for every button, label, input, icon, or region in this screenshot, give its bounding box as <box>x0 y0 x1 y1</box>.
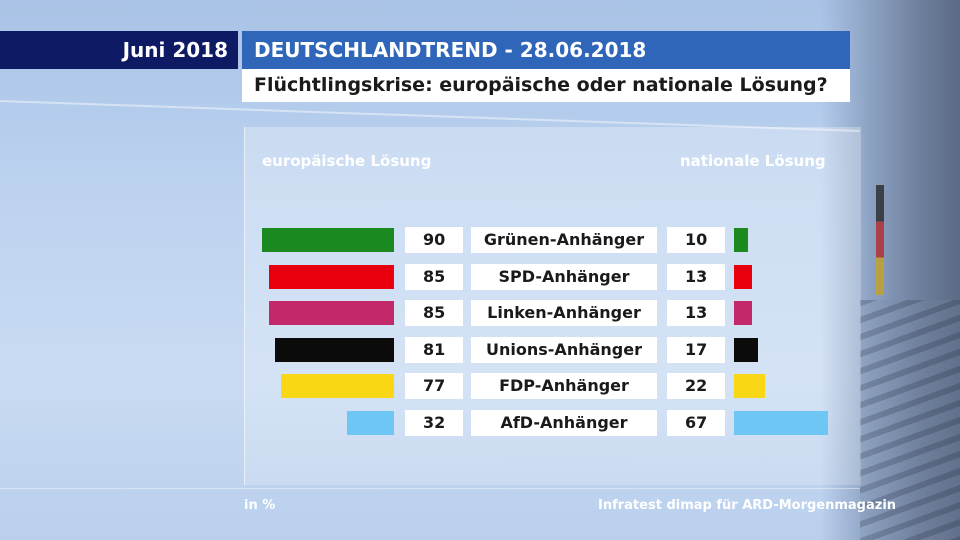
category-label: SPD-Anhänger <box>471 264 657 290</box>
bar-national <box>734 265 752 289</box>
bar-european <box>281 374 394 398</box>
value-european: 81 <box>405 337 463 363</box>
value-national: 22 <box>667 373 725 399</box>
page-title: DEUTSCHLANDTREND - 28.06.2018 <box>242 31 850 69</box>
source-note: Infratest dimap für ARD-Morgenmagazin <box>598 498 897 513</box>
value-european: 77 <box>405 373 463 399</box>
value-european: 32 <box>405 410 463 436</box>
value-european: 90 <box>405 227 463 253</box>
unit-note: in % <box>244 498 276 513</box>
bar-european <box>262 228 394 252</box>
value-national: 67 <box>667 410 725 436</box>
value-european: 85 <box>405 264 463 290</box>
date-label: Juni 2018 <box>0 31 238 69</box>
category-label: Grünen-Anhänger <box>471 227 657 253</box>
background-photo-area <box>820 0 960 540</box>
value-european: 85 <box>405 300 463 326</box>
category-label: FDP-Anhänger <box>471 373 657 399</box>
bar-european <box>269 301 394 325</box>
bar-national <box>734 374 765 398</box>
left-series-label: europäische Lösung <box>262 152 432 170</box>
right-series-label: nationale Lösung <box>680 152 826 170</box>
value-national: 17 <box>667 337 725 363</box>
bar-european <box>269 265 394 289</box>
chart-question: Flüchtlingskrise: europäische oder natio… <box>242 69 850 102</box>
bar-european <box>275 338 394 362</box>
bar-national <box>734 338 758 362</box>
bar-national <box>734 411 828 435</box>
category-label: Unions-Anhänger <box>471 337 657 363</box>
flag-decoration <box>876 185 884 295</box>
category-label: AfD-Anhänger <box>471 410 657 436</box>
bar-european <box>347 411 394 435</box>
category-label: Linken-Anhänger <box>471 300 657 326</box>
value-national: 10 <box>667 227 725 253</box>
bar-national <box>734 301 752 325</box>
value-national: 13 <box>667 300 725 326</box>
value-national: 13 <box>667 264 725 290</box>
background-line <box>0 488 860 489</box>
bar-national <box>734 228 748 252</box>
